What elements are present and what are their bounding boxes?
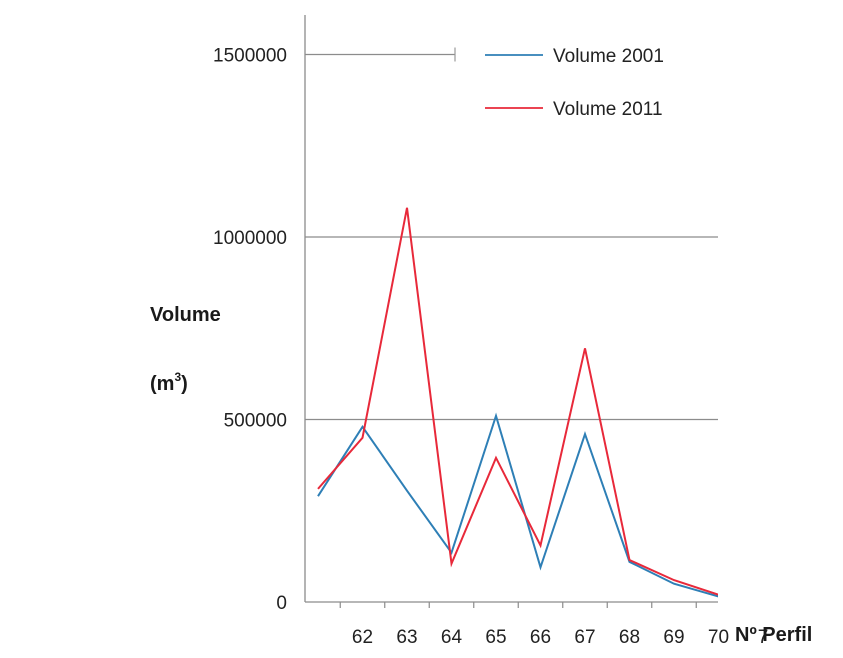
y-axis-unit-base: (m bbox=[150, 373, 174, 395]
y-axis-unit-close: ) bbox=[181, 373, 188, 395]
series-line-1 bbox=[317, 412, 718, 598]
axes: 0 500000 1000000 1500000 62 63 64 65 66 67 68 69 70 7 bbox=[213, 15, 768, 648]
x-tick-label: 64 bbox=[441, 627, 463, 648]
x-tick-label: 68 bbox=[619, 627, 640, 648]
x-tick-label: 66 bbox=[530, 627, 551, 648]
legend-label-2: Volume 2011 bbox=[553, 99, 663, 120]
series-lines bbox=[317, 207, 718, 598]
x-tick-label: 65 bbox=[485, 627, 506, 648]
x-tick-label: 62 bbox=[352, 627, 373, 648]
y-tick-label: 0 bbox=[276, 593, 287, 614]
legend: Volume 2001 Volume 2011 bbox=[485, 46, 664, 120]
y-axis-title: Volume bbox=[150, 304, 221, 326]
legend-label-1: Volume 2001 bbox=[553, 46, 664, 67]
x-tick-label: 7 bbox=[758, 627, 769, 648]
gridlines bbox=[305, 47, 718, 421]
series-line-2 bbox=[317, 207, 718, 596]
y-tick-label: 500000 bbox=[224, 411, 287, 432]
x-tick-label: 70 bbox=[708, 627, 729, 648]
x-tick-label: 63 bbox=[396, 627, 417, 648]
axis-labels: Volume (m3) Nº Perfil bbox=[150, 304, 812, 646]
x-axis-title: Nº Perfil bbox=[735, 624, 812, 646]
y-tick-label: 1000000 bbox=[213, 228, 287, 249]
x-tick-label: 67 bbox=[574, 627, 595, 648]
y-axis-unit-superscript: 3 bbox=[174, 370, 181, 384]
y-tick-label: 1500000 bbox=[213, 46, 287, 67]
x-tick-label: 69 bbox=[663, 627, 684, 648]
y-axis-unit: (m3) bbox=[150, 370, 188, 395]
